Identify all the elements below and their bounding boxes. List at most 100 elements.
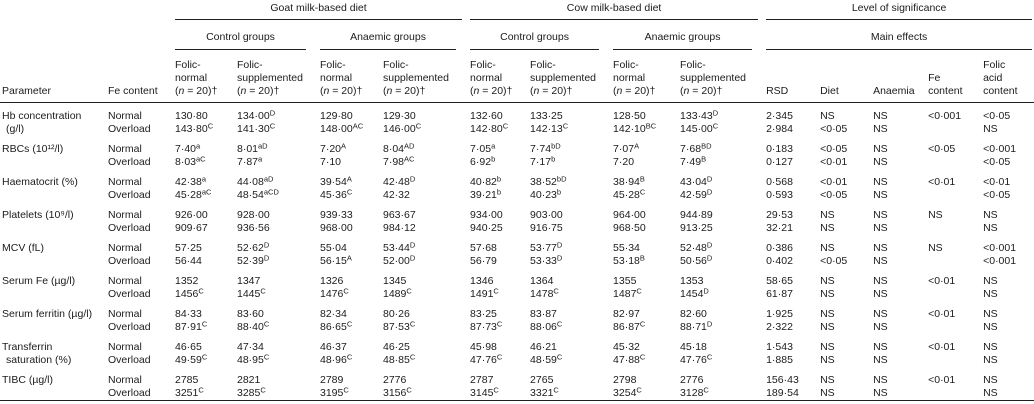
significance-cell: <0·05: [983, 109, 1011, 122]
value-cell: 57·68: [470, 241, 497, 254]
value-cell: 84·33: [175, 307, 202, 320]
fe-content-level-label: Overload: [108, 320, 151, 333]
significance-cell: 32·21: [766, 221, 793, 234]
significance-cell: <0·05: [820, 122, 848, 135]
value-cell: 43·04D: [680, 174, 713, 188]
value-cell: 53·44D: [383, 240, 416, 254]
value-cell: 7·74bD: [530, 141, 561, 155]
value-cell: 7·20: [613, 155, 635, 168]
table-row: TIBC (µg/l) Normal 2785 2821 2789 2776 2787 276…: [0, 367, 1034, 387]
colhead-cow-anaemic-folic-supplemented: Folic-supplemented (n = 20)†: [680, 50, 767, 103]
value-cell: 3285C: [237, 386, 320, 401]
significance-cell: 2·345: [766, 109, 793, 122]
significance-cell: NS: [873, 353, 888, 366]
value-cell: 45·28aC: [175, 187, 212, 201]
significance-cell: 2·322: [766, 320, 793, 333]
value-cell: 83·60: [237, 307, 264, 320]
table-row: Overload 1456C 1445C 1476C 1489C 1491C 1478C 14…: [0, 286, 1034, 301]
group-cow-milk-diet: Cow milk-based diet: [470, 0, 766, 20]
significance-cell: NS: [928, 208, 943, 221]
significance-cell: NS: [983, 287, 998, 300]
column-header-row: Parameter Fe content Folic-normal (n = 20…: [0, 50, 1034, 103]
table-body: Hb concentration Normal 130·80 134·00D 129·8…: [0, 102, 1034, 401]
parameter-label: (g/l): [6, 122, 25, 135]
significance-cell: <0·01: [928, 307, 956, 320]
significance-cell: NS: [983, 320, 998, 333]
significance-cell: <0·01: [928, 373, 956, 386]
significance-cell: <0·05: [820, 142, 848, 155]
value-cell: 1355: [613, 274, 637, 287]
value-cell: 42·38a: [175, 174, 207, 188]
value-cell: 46·37: [320, 340, 347, 353]
value-cell: 3156C: [383, 386, 471, 401]
value-cell: 87·73C: [470, 319, 503, 333]
value-cell: 55·34: [613, 241, 640, 254]
fe-content-level-label: Normal: [108, 274, 142, 287]
value-cell: 1445C: [237, 286, 266, 300]
value-cell: 40·23b: [530, 187, 562, 201]
colhead-cow-control-folic-supplemented: Folic-supplemented (n = 20)†: [530, 50, 614, 103]
value-cell: 38·94B: [613, 174, 645, 188]
significance-cell: 61·87: [766, 287, 793, 300]
significance-cell: NS: [983, 373, 998, 386]
value-cell: 984·12: [383, 221, 416, 234]
significance-cell: 1·925: [766, 307, 793, 320]
significance-cell: <0·01: [928, 175, 956, 188]
significance-cell: <0·05: [983, 188, 1011, 201]
significance-cell: NS: [983, 274, 998, 287]
value-cell: 53·18B: [613, 253, 645, 267]
value-cell: 52·00D: [383, 253, 416, 267]
table-row: Overload 87·91C 88·40C 86·65C 87·53C 87·73C 88…: [0, 319, 1034, 334]
subgroup-main-effects: Main effects: [766, 20, 1034, 50]
value-cell: 87·91C: [175, 319, 208, 333]
significance-cell: <0·05: [983, 155, 1011, 168]
value-cell: 53·77D: [530, 240, 563, 254]
group-goat-milk-diet-label: Goat milk-based diet: [175, 2, 463, 20]
table-row: Overload 45·28aC 48·54aCD 45·36C 42·32 39·21b…: [0, 187, 1034, 202]
value-cell: 903·00: [530, 208, 563, 221]
value-cell: 48·95C: [237, 352, 270, 366]
value-cell: 7·05a: [470, 141, 496, 155]
value-cell: 7·98AC: [383, 154, 415, 168]
table-row: Haematocrit (%) Normal 42·38a 44·08aD 39·54A…: [0, 169, 1034, 189]
significance-cell: NS: [873, 340, 888, 353]
significance-cell: NS: [873, 320, 888, 333]
fe-content-level-label: Normal: [108, 109, 142, 122]
value-cell: 142·13C: [530, 121, 569, 135]
value-cell: 45·98: [470, 340, 497, 353]
significance-cell: NS: [983, 307, 998, 320]
value-cell: 48·59C: [530, 352, 563, 366]
subgroup-goat-anaemic: Anaemic groups: [320, 20, 470, 50]
colhead-goat-control-folic-normal: Folic-normal (n = 20)†: [175, 50, 237, 103]
significance-cell: NS: [873, 175, 888, 188]
fe-content-level-label: Overload: [108, 386, 175, 401]
value-cell: 2789: [320, 373, 344, 386]
parameter-label: [0, 156, 108, 169]
fe-content-level-label: Overload: [108, 221, 151, 234]
value-cell: 3195C: [320, 386, 383, 401]
significance-cell: <0·001: [983, 142, 1017, 155]
fe-content-level-label: Normal: [108, 340, 142, 353]
value-cell: 146·00C: [383, 121, 422, 135]
value-cell: 968·50: [613, 221, 646, 234]
colhead-rsd: RSD: [766, 50, 821, 103]
significance-cell: NS: [820, 340, 835, 353]
colhead-diet: Diet: [820, 50, 874, 103]
value-cell: 916·75: [530, 221, 563, 234]
value-cell: 39·54A: [320, 174, 352, 188]
value-cell: 52·48D: [680, 240, 713, 254]
significance-cell: 1·885: [766, 353, 793, 366]
value-cell: 133·43D: [680, 108, 719, 122]
table-row: Overload 8·03aC 7·87a 7·10 7·98AC 6·92b 7·17b 7…: [0, 154, 1034, 169]
value-cell: 86·87C: [613, 319, 646, 333]
value-cell: 964·00: [613, 208, 646, 221]
colhead-fe-content: Fe content: [108, 50, 175, 103]
value-cell: 45·28C: [613, 187, 646, 201]
fe-content-level-label: Overload: [108, 188, 151, 201]
value-cell: 909·67: [175, 221, 208, 234]
value-cell: 129·80: [320, 109, 353, 122]
value-cell: 56·79: [470, 254, 497, 267]
fe-content-level-label: Normal: [108, 307, 142, 320]
significance-cell: NS: [983, 221, 998, 234]
significance-cell: [928, 255, 983, 268]
